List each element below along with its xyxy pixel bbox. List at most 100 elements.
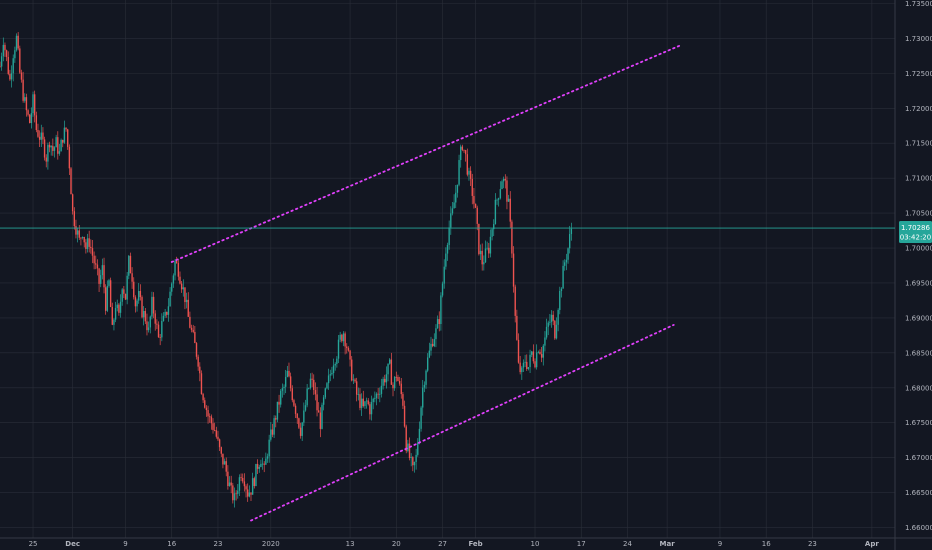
candle: [109, 277, 112, 308]
candle: [103, 257, 105, 294]
candle-body: [453, 202, 455, 209]
candle-body: [567, 248, 569, 260]
candle-body: [539, 351, 541, 355]
candle-body: [154, 313, 156, 324]
candle: [238, 474, 241, 496]
last-price-value: 1.70286: [901, 224, 930, 232]
candle: [142, 306, 145, 326]
candle: [172, 273, 175, 288]
candle-body: [554, 320, 556, 339]
y-tick-label: 1.70500: [905, 210, 932, 218]
candle: [425, 369, 427, 389]
candle-body: [212, 423, 214, 430]
candle-body: [55, 137, 57, 148]
candle: [81, 236, 84, 240]
candle-body: [50, 145, 52, 148]
candle-body: [431, 343, 434, 347]
candle: [242, 473, 244, 484]
candle-body: [228, 482, 231, 487]
candle-body: [327, 375, 330, 384]
candle: [43, 136, 46, 161]
candle: [535, 344, 538, 370]
candle-body: [48, 144, 51, 148]
candle-body: [91, 248, 94, 256]
candle-body: [436, 319, 439, 329]
x-tick-label: Apr: [865, 540, 879, 548]
candle-body: [169, 291, 171, 307]
last-price-badge: 1.70286 03:42:20: [899, 221, 932, 244]
candle-body: [15, 35, 18, 51]
candle-body: [180, 283, 183, 290]
candle: [489, 229, 492, 258]
candle: [491, 228, 493, 241]
candle-body: [280, 390, 282, 405]
candle: [417, 438, 419, 457]
candle: [463, 149, 465, 153]
candle: [12, 54, 14, 82]
candle-body: [374, 398, 376, 399]
candle: [567, 247, 569, 264]
candle-body: [464, 150, 467, 155]
candle-body: [435, 328, 437, 340]
candle-body: [5, 50, 8, 57]
candle: [131, 267, 133, 289]
x-tick-label: 23: [214, 540, 223, 548]
candle-body: [395, 376, 398, 378]
candle: [542, 343, 544, 366]
candle: [349, 349, 351, 367]
candle: [370, 395, 373, 421]
candle-body: [255, 463, 257, 487]
candle: [248, 485, 251, 498]
candle-body: [266, 456, 269, 459]
candle: [212, 418, 214, 434]
candle: [474, 203, 477, 208]
candle-body: [67, 129, 69, 147]
candle-body: [385, 374, 388, 383]
candle-body: [83, 236, 85, 243]
candle: [511, 219, 513, 258]
candle: [387, 363, 389, 382]
candle: [210, 414, 213, 430]
candle: [121, 287, 123, 306]
candle-body: [387, 363, 389, 375]
candle-body: [568, 234, 571, 249]
candle-body: [93, 255, 95, 264]
candle-body: [217, 436, 219, 440]
candle: [486, 241, 488, 251]
candle: [166, 311, 168, 318]
candle-body: [384, 378, 386, 383]
candle-body: [268, 439, 270, 457]
candle-body: [167, 306, 170, 315]
candle-body: [360, 398, 363, 408]
candle: [52, 138, 54, 156]
candle-body: [12, 58, 14, 74]
candle-body: [552, 314, 554, 321]
candle-body: [537, 351, 540, 353]
candle: [313, 374, 315, 395]
candle-body: [230, 482, 232, 486]
candle: [113, 318, 115, 331]
candle: [303, 402, 305, 426]
candle: [281, 383, 284, 398]
candle-body: [301, 422, 303, 436]
candle-body: [369, 404, 371, 415]
candle-body: [42, 132, 44, 140]
candle: [478, 223, 480, 256]
candle: [430, 336, 432, 356]
candle-body: [121, 289, 123, 302]
candle-body: [197, 356, 199, 367]
candle: [85, 239, 87, 254]
candle: [232, 482, 234, 504]
candle-body: [281, 388, 284, 391]
candle-body: [37, 130, 39, 137]
candle: [190, 324, 193, 333]
candle: [342, 331, 345, 347]
candle: [45, 154, 47, 168]
candle: [215, 426, 218, 439]
candle-body: [455, 192, 457, 203]
candle: [460, 144, 462, 168]
candle: [397, 374, 399, 382]
candle-body: [375, 393, 378, 399]
